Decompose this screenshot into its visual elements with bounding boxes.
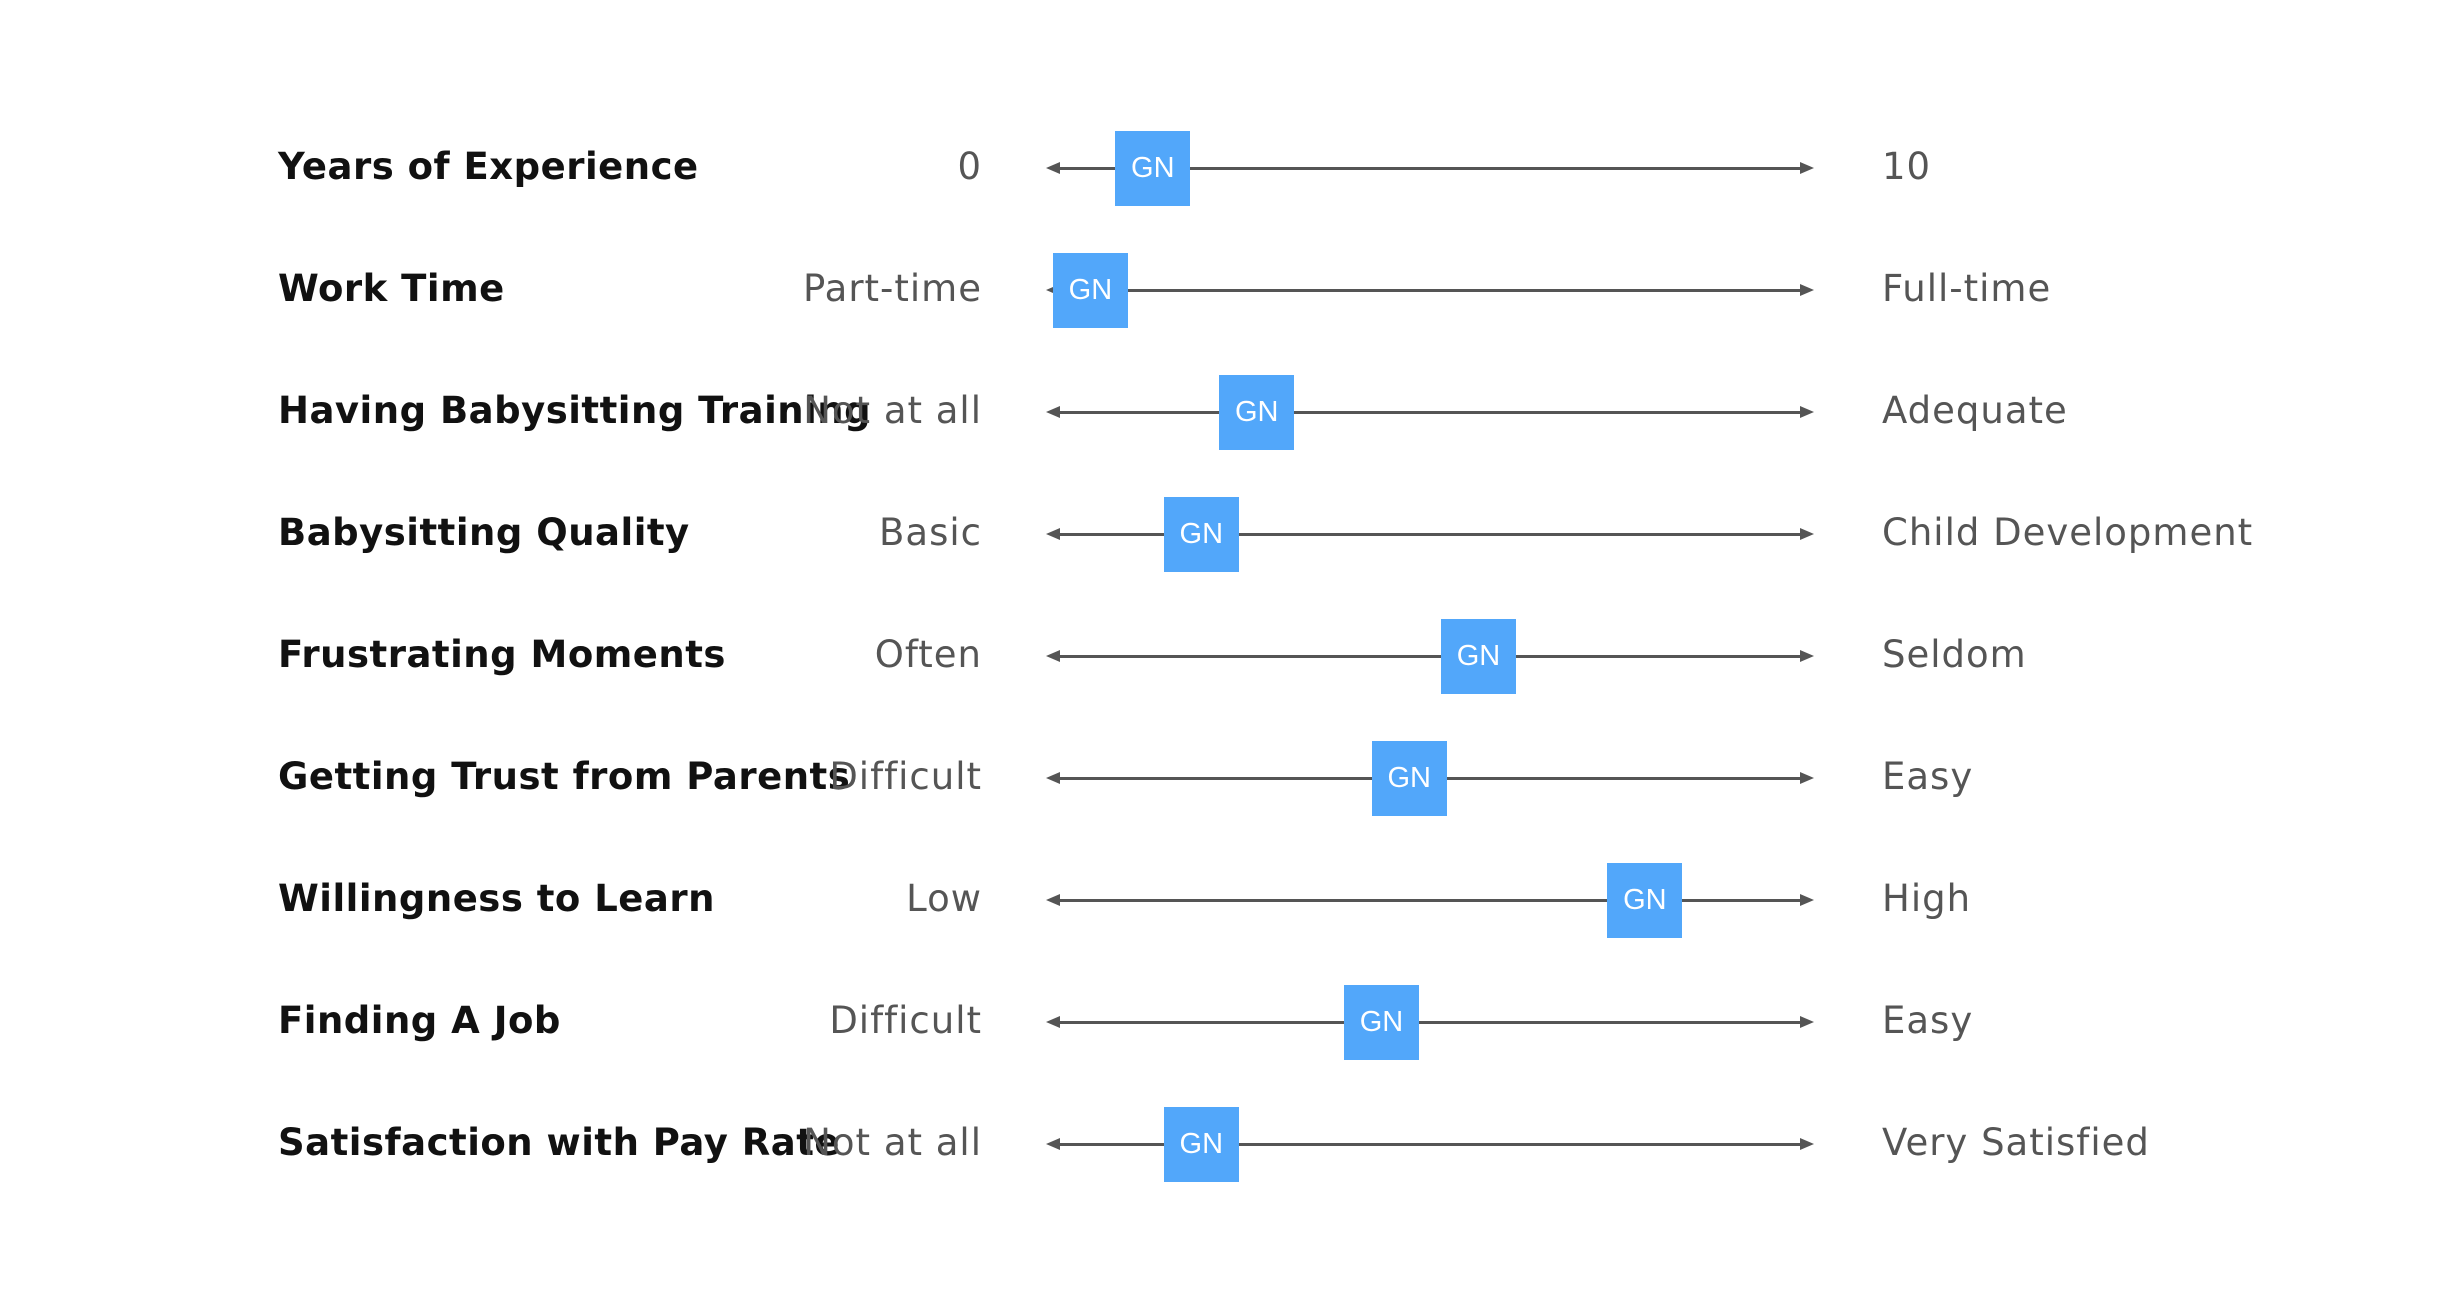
scale-line xyxy=(1052,655,1808,658)
scale-max-label: High xyxy=(1882,877,1972,920)
scale-min-label: Not at all xyxy=(803,1121,982,1164)
scale-track xyxy=(1046,162,1814,174)
scale-max-label: Very Satisfied xyxy=(1882,1121,2150,1164)
arrow-right-icon xyxy=(1800,528,1814,540)
scale-row-years-of-experience: Years of Experience 0 GN 10 xyxy=(0,106,2450,228)
persona-marker: GN xyxy=(1343,984,1419,1060)
attribute-label: Work Time xyxy=(278,267,505,310)
scale-max-label: Easy xyxy=(1882,999,1974,1042)
scale-min-label: Difficult xyxy=(829,755,982,798)
persona-marker: GN xyxy=(1052,252,1128,328)
attribute-label: Getting Trust from Parents xyxy=(278,755,851,798)
scale-track xyxy=(1046,1138,1814,1150)
scale-min-label: Basic xyxy=(879,511,982,554)
scale-max-label: Seldom xyxy=(1882,633,2027,676)
scale-row-trust-from-parents: Getting Trust from Parents Difficult GN … xyxy=(0,716,2450,838)
arrow-right-icon xyxy=(1800,1016,1814,1028)
scale-track xyxy=(1046,650,1814,662)
scale-row-work-time: Work Time Part-time GN Full-time xyxy=(0,228,2450,350)
scale-max-label: Child Development xyxy=(1882,511,2254,554)
scale-row-finding-a-job: Finding A Job Difficult GN Easy xyxy=(0,960,2450,1082)
scale-track xyxy=(1046,894,1814,906)
scale-line xyxy=(1052,533,1808,536)
scale-line xyxy=(1052,899,1808,902)
scale-track xyxy=(1046,284,1814,296)
persona-marker: GN xyxy=(1371,740,1447,816)
scale-line xyxy=(1052,289,1808,292)
scale-track xyxy=(1046,1016,1814,1028)
persona-marker: GN xyxy=(1115,130,1191,206)
scale-max-label: Easy xyxy=(1882,755,1974,798)
attribute-label: Finding A Job xyxy=(278,999,561,1042)
scale-line xyxy=(1052,167,1808,170)
scale-max-label: 10 xyxy=(1882,145,1932,188)
attribute-label: Having Babysitting Training xyxy=(278,389,872,432)
scale-min-label: Often xyxy=(874,633,982,676)
scale-min-label: Not at all xyxy=(803,389,982,432)
attribute-label: Willingness to Learn xyxy=(278,877,715,920)
scale-max-label: Adequate xyxy=(1882,389,2068,432)
scale-track xyxy=(1046,406,1814,418)
scale-row-willingness-to-learn: Willingness to Learn Low GN High xyxy=(0,838,2450,960)
scale-row-frustrating-moments: Frustrating Moments Often GN Seldom xyxy=(0,594,2450,716)
attribute-label: Frustrating Moments xyxy=(278,633,726,676)
scale-max-label: Full-time xyxy=(1882,267,2052,310)
scale-row-babysitting-training: Having Babysitting Training Not at all G… xyxy=(0,350,2450,472)
arrow-right-icon xyxy=(1800,284,1814,296)
scale-line xyxy=(1052,411,1808,414)
scale-min-label: Low xyxy=(906,877,982,920)
persona-marker: GN xyxy=(1219,374,1295,450)
scale-min-label: Part-time xyxy=(803,267,982,310)
scale-line xyxy=(1052,1021,1808,1024)
scale-min-label: Difficult xyxy=(829,999,982,1042)
scale-line xyxy=(1052,1143,1808,1146)
persona-marker: GN xyxy=(1163,496,1239,572)
scale-track xyxy=(1046,528,1814,540)
scale-row-babysitting-quality: Babysitting Quality Basic GN Child Devel… xyxy=(0,472,2450,594)
arrow-right-icon xyxy=(1800,406,1814,418)
attribute-label: Years of Experience xyxy=(278,145,699,188)
attribute-label: Babysitting Quality xyxy=(278,511,690,554)
scale-min-label: 0 xyxy=(957,145,982,188)
arrow-right-icon xyxy=(1800,1138,1814,1150)
attribute-label: Satisfaction with Pay Rate xyxy=(278,1121,840,1164)
arrow-right-icon xyxy=(1800,772,1814,784)
persona-marker: GN xyxy=(1607,862,1683,938)
scale-row-satisfaction-pay-rate: Satisfaction with Pay Rate Not at all GN… xyxy=(0,1082,2450,1204)
arrow-right-icon xyxy=(1800,162,1814,174)
arrow-right-icon xyxy=(1800,650,1814,662)
arrow-right-icon xyxy=(1800,894,1814,906)
persona-marker: GN xyxy=(1163,1106,1239,1182)
persona-marker: GN xyxy=(1441,618,1516,694)
